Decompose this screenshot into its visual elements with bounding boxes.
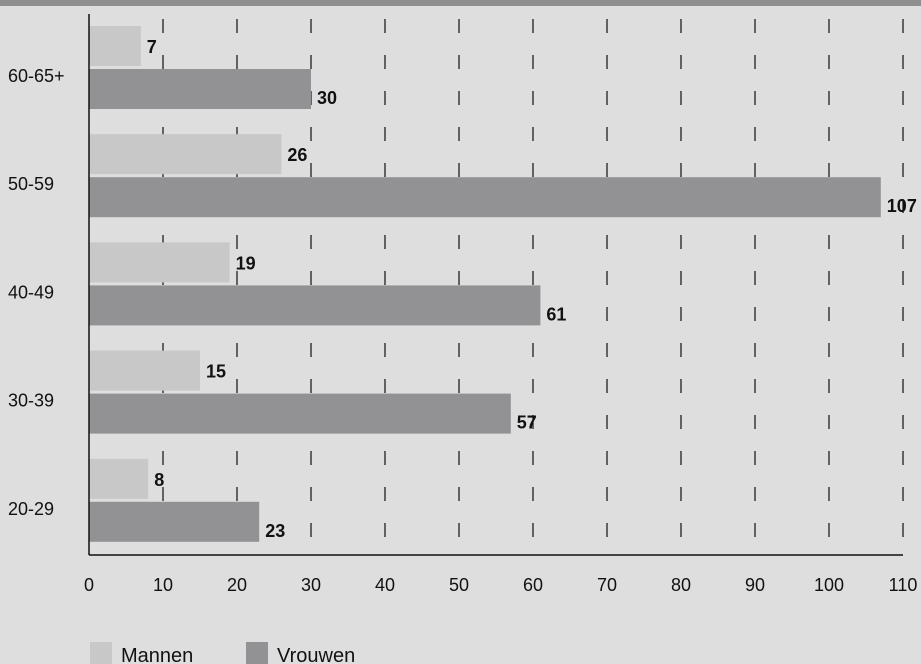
bar-vrouwen-20-29	[89, 501, 260, 542]
x-tick-label-100: 100	[814, 575, 844, 595]
value-label-mannen-30-39: 15	[206, 362, 226, 382]
x-tick-label-110: 110	[889, 575, 918, 595]
legend-swatch-mannen	[90, 642, 112, 664]
bar-mannen-60-65+	[89, 26, 141, 66]
legend: Mannen Vrouwen	[90, 642, 355, 664]
x-tick-label-70: 70	[597, 575, 617, 595]
bar-vrouwen-50-59	[89, 177, 881, 218]
x-tick-label-80: 80	[671, 575, 691, 595]
bar-vrouwen-40-49	[89, 285, 541, 326]
category-label-40-49: 40-49	[8, 282, 54, 302]
legend-label-vrouwen: Vrouwen	[277, 645, 355, 664]
bar-mannen-30-39	[89, 350, 200, 391]
value-label-vrouwen-40-49: 61	[546, 304, 566, 324]
category-labels: 60-65+ 50-59 40-49 30-39 20-29	[8, 66, 65, 519]
bar-vrouwen-60-65+	[89, 69, 311, 109]
category-label-50-59: 50-59	[8, 174, 54, 194]
x-tick-label-0: 0	[84, 575, 94, 595]
x-tick-label-40: 40	[375, 575, 395, 595]
bar-vrouwen-30-39	[89, 393, 511, 434]
value-label-vrouwen-50-59: 107	[887, 196, 917, 216]
value-label-mannen-60-65+: 7	[147, 37, 157, 57]
value-label-vrouwen-60-65+: 30	[317, 88, 337, 108]
x-tick-label-90: 90	[745, 575, 765, 595]
x-ticks: 0 10 20 30 40 50 60 70 80 90 100 110	[84, 575, 917, 595]
bar-mannen-20-29	[89, 458, 149, 499]
gridlines	[162, 14, 904, 555]
value-label-mannen-20-29: 8	[154, 470, 164, 490]
legend-label-mannen: Mannen	[121, 645, 193, 664]
value-label-vrouwen-20-29: 23	[265, 521, 285, 541]
category-label-30-39: 30-39	[8, 391, 54, 411]
x-tick-label-60: 60	[523, 575, 543, 595]
x-tick-label-30: 30	[301, 575, 321, 595]
bars: 7 30 26 107 19 61 15 57 8 23	[89, 26, 917, 542]
x-tick-label-10: 10	[153, 575, 173, 595]
bar-mannen-50-59	[89, 134, 282, 175]
x-tick-label-50: 50	[449, 575, 469, 595]
x-tick-label-20: 20	[227, 575, 247, 595]
category-label-60-65+: 60-65+	[8, 66, 65, 86]
value-label-vrouwen-30-39: 57	[517, 413, 537, 433]
value-label-mannen-40-49: 19	[236, 253, 256, 273]
top-border	[0, 0, 921, 6]
category-label-20-29: 20-29	[8, 499, 54, 519]
bar-mannen-40-49	[89, 242, 230, 283]
legend-swatch-vrouwen	[246, 642, 268, 664]
value-label-mannen-50-59: 26	[287, 145, 307, 165]
